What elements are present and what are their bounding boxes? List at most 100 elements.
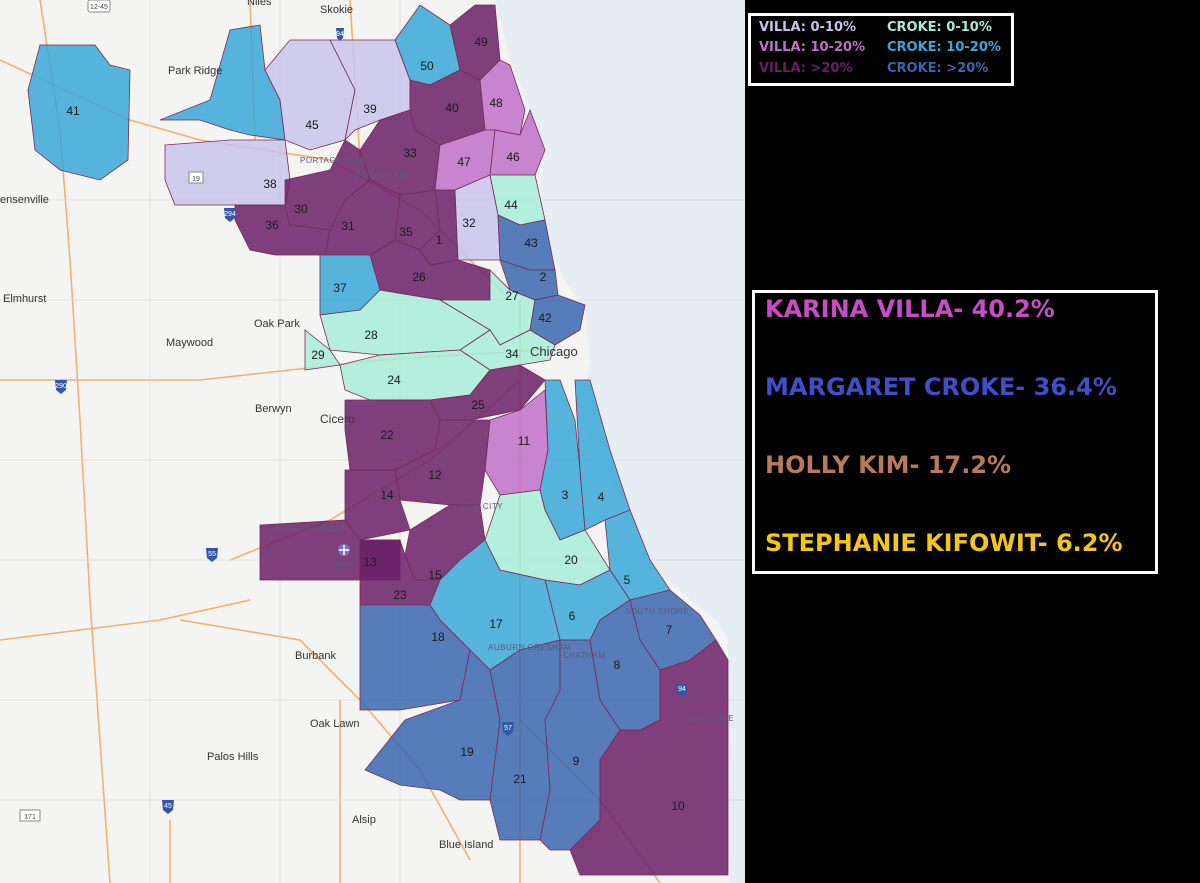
ward-label-48: 48 bbox=[489, 96, 503, 110]
legend-villa-0-10: VILLA: 0-10% bbox=[759, 20, 857, 35]
legend-villa-10-20: VILLA: 10-20% bbox=[759, 40, 866, 56]
ward-polygon-41[interactable] bbox=[27, 44, 131, 181]
ward-label-6: 6 bbox=[569, 609, 576, 623]
town-label-elmhurst: Elmhurst bbox=[3, 293, 46, 305]
ward-polygon-12[interactable] bbox=[394, 419, 491, 506]
ward-label-33: 33 bbox=[403, 146, 417, 160]
ward-label-7: 7 bbox=[666, 623, 673, 637]
svg-text:12-45: 12-45 bbox=[90, 4, 108, 11]
svg-text:94: 94 bbox=[678, 686, 686, 693]
svg-text:45: 45 bbox=[164, 803, 172, 810]
ward-label-49: 49 bbox=[474, 35, 488, 49]
town-label-blue-island: Blue Island bbox=[439, 839, 493, 851]
legend-box: VILLA: 0-10% CROKE: 0-10% VILLA: 10-20% … bbox=[748, 13, 1014, 86]
route-shield-19: 19 bbox=[188, 171, 204, 184]
ward-label-50: 50 bbox=[420, 59, 434, 73]
ward-label-39: 39 bbox=[363, 102, 377, 116]
result-stephanie-kifowit: STEPHANIE KIFOWIT- 6.2% bbox=[765, 529, 1123, 557]
ward-label-17: 17 bbox=[489, 617, 503, 631]
ward-label-11: 11 bbox=[518, 434, 531, 448]
result-karina-villa: KARINA VILLA- 40.2% bbox=[765, 295, 1055, 323]
town-label-oak-park: Oak Park bbox=[254, 318, 300, 330]
ward-label-25: 25 bbox=[471, 398, 485, 412]
hood-label-garfield-ridge: GARFIELD RIDGE bbox=[268, 525, 343, 534]
ward-label-4: 4 bbox=[598, 490, 605, 504]
town-label-bensenville: ensenville bbox=[0, 194, 49, 206]
ward-label-43: 43 bbox=[524, 236, 538, 250]
ward-label-40: 40 bbox=[445, 101, 459, 115]
route-shield-290: 290 bbox=[55, 380, 67, 394]
svg-text:19: 19 bbox=[192, 176, 200, 183]
svg-text:294: 294 bbox=[224, 211, 236, 218]
route-shield-294a: 294 bbox=[224, 208, 236, 222]
town-label-maywood: Maywood bbox=[166, 337, 213, 349]
ward-label-14: 14 bbox=[380, 488, 394, 502]
svg-text:171: 171 bbox=[24, 814, 36, 821]
route-shield-171: 171 bbox=[19, 809, 41, 822]
hood-label-auburn-gresham: AUBURN GRESHAM bbox=[488, 643, 571, 652]
ward-label-36: 36 bbox=[265, 218, 279, 232]
results-box: KARINA VILLA- 40.2% MARGARET CROKE- 36.4… bbox=[752, 290, 1158, 574]
ward-label-3: 3 bbox=[562, 488, 569, 502]
hood-label-irving-park: IRVING PARK bbox=[355, 171, 411, 180]
ward-polygon-38[interactable] bbox=[164, 139, 291, 206]
legend-croke-0-10: CROKE: 0-10% bbox=[887, 20, 992, 35]
ward-label-46: 46 bbox=[506, 150, 520, 164]
route-shields: 12-45 94 19 294 290 55 45 171 57 94 bbox=[19, 0, 688, 822]
hood-label-east-side: EAST SIDE bbox=[688, 714, 734, 723]
town-label-skokie: Skokie bbox=[320, 4, 353, 16]
route-shield-12-45: 12-45 bbox=[87, 0, 111, 13]
lake-michigan bbox=[495, 0, 745, 883]
route-shield-57: 57 bbox=[502, 722, 514, 736]
town-label-berwyn: Berwyn bbox=[255, 403, 292, 415]
ward-label-21: 21 bbox=[513, 772, 527, 786]
ward-label-2: 2 bbox=[540, 270, 547, 284]
town-label-chicago: Chicago bbox=[530, 344, 578, 359]
ward-label-12: 12 bbox=[428, 468, 442, 482]
ward-label-27: 27 bbox=[505, 289, 519, 303]
ward-label-24: 24 bbox=[387, 373, 401, 387]
town-label-palos-hills: Palos Hills bbox=[207, 751, 259, 763]
ward-label-5: 5 bbox=[624, 573, 631, 587]
town-label-niles: Niles bbox=[247, 0, 272, 8]
ward-label-42: 42 bbox=[538, 311, 552, 325]
result-holly-kim: HOLLY KIM- 17.2% bbox=[765, 451, 1012, 479]
route-shield-94: 94 bbox=[336, 28, 344, 41]
ward-label-35: 35 bbox=[399, 225, 413, 239]
hood-label-chatham: CHATHAM bbox=[563, 651, 605, 660]
town-label-burbank: Burbank bbox=[295, 650, 336, 662]
route-shield-45: 45 bbox=[162, 800, 174, 814]
ward-label-47: 47 bbox=[457, 155, 471, 169]
ward-label-15: 15 bbox=[428, 568, 442, 582]
hood-label-mdw: MDW bbox=[333, 560, 355, 569]
ward-label-19: 19 bbox=[460, 745, 474, 759]
svg-text:94: 94 bbox=[336, 31, 344, 38]
town-label-park-ridge: Park Ridge bbox=[168, 65, 222, 77]
town-label-oak-lawn: Oak Lawn bbox=[310, 718, 360, 730]
ward-label-20: 20 bbox=[564, 553, 578, 567]
ward-label-13: 13 bbox=[363, 555, 377, 569]
legend-villa-gt20: VILLA: >20% bbox=[759, 60, 853, 76]
ward-labels: 49 50 41 39 40 48 45 33 47 46 38 44 30 3… bbox=[66, 35, 685, 813]
ward-polygon-10[interactable] bbox=[569, 639, 729, 876]
town-labels: Skokie Niles Park Ridge ensenville Elmhu… bbox=[0, 0, 578, 851]
result-margaret-croke: MARGARET CROKE- 36.4% bbox=[765, 373, 1117, 401]
ward-label-22: 22 bbox=[380, 428, 394, 442]
ward-label-37: 37 bbox=[333, 281, 347, 295]
ward-label-18: 18 bbox=[431, 630, 445, 644]
legend-croke-gt20: CROKE: >20% bbox=[887, 60, 989, 76]
svg-text:57: 57 bbox=[504, 725, 512, 732]
ward-label-45: 45 bbox=[305, 118, 319, 132]
ward-label-1: 1 bbox=[436, 233, 443, 247]
route-shield-55: 55 bbox=[206, 548, 218, 562]
town-label-cicero: Cicero bbox=[320, 412, 355, 426]
hood-label-south-shore: SOUTH SHORE bbox=[625, 607, 689, 616]
ward-label-34: 34 bbox=[505, 347, 519, 361]
ward-label-10: 10 bbox=[671, 799, 685, 813]
ward-label-44: 44 bbox=[504, 198, 518, 212]
chicago-ward-map[interactable]: Skokie Niles Park Ridge ensenville Elmhu… bbox=[0, 0, 745, 883]
ward-label-38: 38 bbox=[263, 177, 277, 191]
map-panel[interactable]: Skokie Niles Park Ridge ensenville Elmhu… bbox=[0, 0, 745, 883]
ward-label-23: 23 bbox=[393, 588, 407, 602]
airport-icon bbox=[338, 544, 350, 556]
